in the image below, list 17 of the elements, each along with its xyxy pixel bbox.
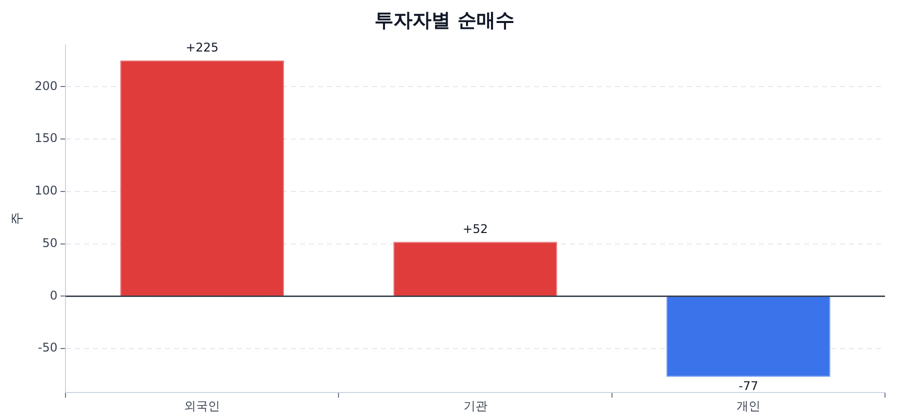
- y-tick-label: 100: [34, 184, 58, 198]
- data-label: -77: [738, 379, 758, 394]
- data-label: +52: [462, 222, 488, 236]
- bar: [393, 242, 558, 296]
- x-tick-label: 개인: [736, 398, 760, 413]
- bar: [666, 296, 830, 377]
- data-label: +225: [186, 40, 219, 55]
- y-tick-label: 0: [50, 288, 58, 302]
- y-tick-label: 150: [34, 131, 58, 146]
- x-tick-label: 외국인: [184, 398, 220, 413]
- y-tick-label: -50: [38, 340, 58, 355]
- y-tick-label: 50: [42, 236, 58, 250]
- y-tick-label: 200: [34, 78, 58, 93]
- y-axis-title: 주: [10, 212, 26, 226]
- x-tick-label: 기관: [463, 398, 488, 413]
- bar: [120, 60, 284, 296]
- chart-title: 투자자별 순매수: [374, 9, 514, 32]
